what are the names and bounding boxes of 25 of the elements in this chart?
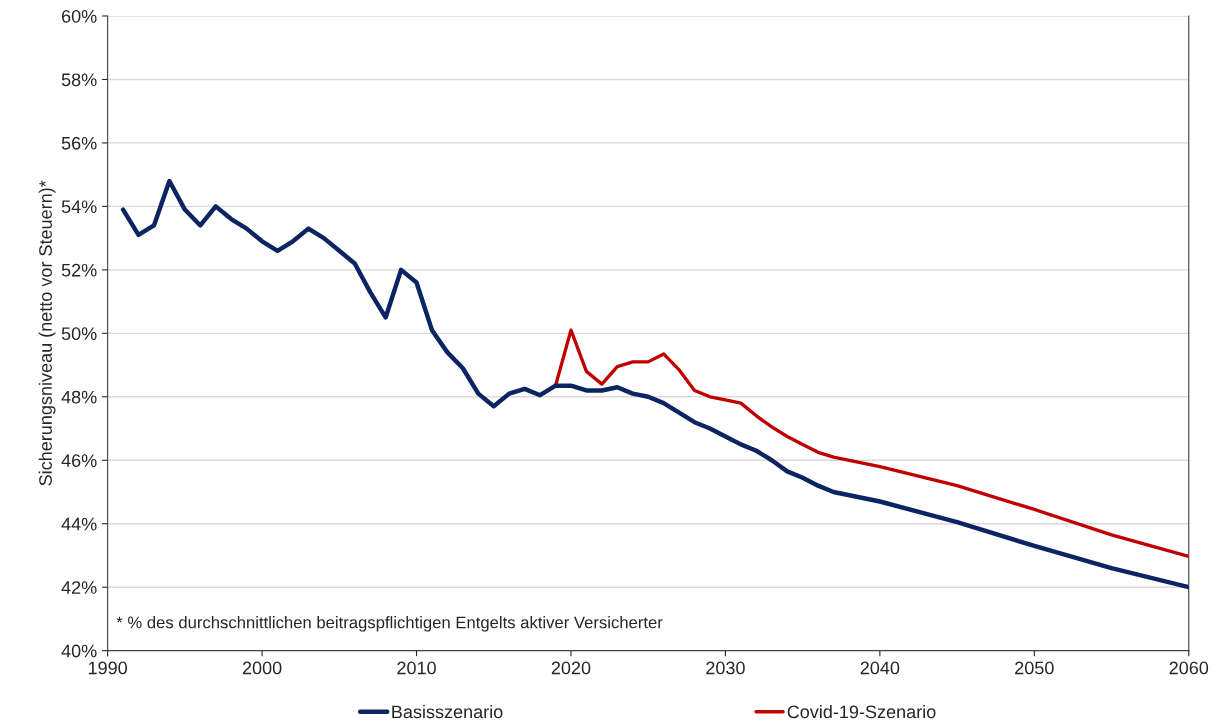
line-series (553, 328, 1189, 559)
x-tick-label: 2020 (551, 661, 591, 675)
y-tick-label: 56% (61, 136, 97, 150)
x-tick-label: 2060 (1169, 661, 1209, 675)
y-tick-label: 44% (61, 517, 97, 531)
y-tick-label: 42% (61, 581, 97, 594)
x-tick-label: 1990 (88, 661, 127, 675)
y-tick-label: 50% (61, 327, 97, 341)
y-tick-label: 52% (61, 263, 97, 277)
annotation: * % des durchschnittlichen beitragspflichtigen Entgelts aktiver Versicherter (116, 616, 663, 632)
y-tick-label: 54% (61, 200, 97, 214)
y-tick-label: 40% (61, 644, 97, 658)
x-tick-label: 2010 (397, 661, 436, 675)
x-tick-label: 2030 (706, 661, 745, 675)
y-tick-label: 48% (61, 390, 97, 404)
y-tick-label: 46% (61, 454, 97, 467)
x-tick-label: 2040 (860, 661, 900, 675)
line-series (120, 178, 1189, 590)
y-axis-title: Sicherungsniveau (netto vor Steuern)* (38, 180, 56, 486)
x-tick-label: 2050 (1015, 661, 1054, 675)
y-tick-label: 60% (61, 9, 97, 23)
y-tick-label: 58% (61, 73, 97, 87)
legend-label: Covid-19-Szenario (787, 705, 936, 719)
x-tick-label: 2000 (242, 661, 282, 675)
legend-label: Basisszenario (392, 705, 503, 719)
